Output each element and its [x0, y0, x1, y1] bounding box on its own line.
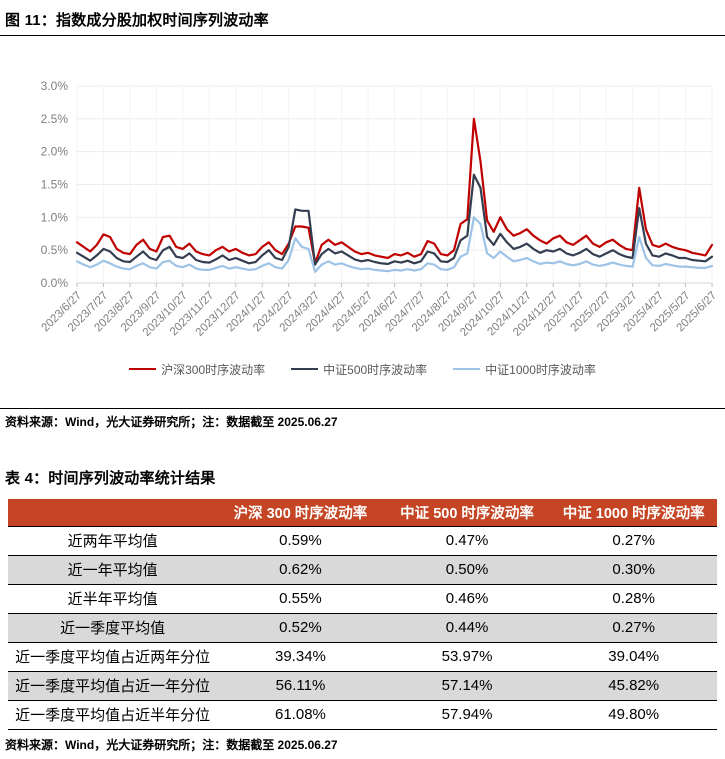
cell-value: 56.11%: [217, 670, 384, 700]
cell-value: 57.14%: [383, 670, 551, 700]
table-row: 近半年平均值 0.55% 0.46% 0.28%: [8, 583, 717, 613]
legend-item: 沪深300时序波动率: [129, 361, 265, 378]
cell-value: 0.27%: [550, 525, 717, 555]
legend-label: 中证1000时序波动率: [485, 362, 596, 377]
y-axis-label: 2.5%: [41, 112, 69, 126]
chart-legend: 沪深300时序波动率 中证500时序波动率 中证1000时序波动率: [0, 358, 725, 380]
row-label: 近半年平均值: [8, 583, 218, 613]
series-line-1: [75, 117, 714, 265]
cell-value: 0.27%: [550, 612, 717, 642]
row-label: 近两年平均值: [8, 525, 218, 555]
table-corner-cell: [8, 499, 218, 526]
cell-value: 0.44%: [383, 612, 551, 642]
cell-value: 0.30%: [550, 554, 717, 584]
row-label: 近一季度平均值占近一年分位: [8, 670, 218, 700]
table-row: 近一季度平均值 0.52% 0.44% 0.27%: [8, 612, 717, 642]
table-row: 近两年平均值 0.59% 0.47% 0.27%: [8, 525, 717, 555]
cell-value: 0.50%: [383, 554, 551, 584]
legend-item: 中证500时序波动率: [291, 361, 427, 378]
y-axis-label: 1.5%: [41, 178, 69, 192]
table-column-header: 中证 500 时序波动率: [383, 499, 551, 526]
figure-bottom-rule: [0, 408, 725, 409]
cell-value: 0.59%: [217, 525, 384, 555]
table-row: 近一季度平均值占近一年分位 56.11% 57.14% 45.82%: [8, 670, 717, 700]
row-label: 近一季度平均值: [8, 612, 218, 642]
series-line-3: [75, 216, 714, 273]
y-axis-label: 3.0%: [41, 79, 69, 93]
row-label: 近一季度平均值占近两年分位: [8, 641, 218, 671]
cell-value: 39.34%: [217, 641, 384, 671]
cell-value: 0.55%: [217, 583, 384, 613]
row-label: 近一季度平均值占近半年分位: [8, 699, 218, 730]
legend-item: 中证1000时序波动率: [453, 361, 596, 378]
cell-value: 0.28%: [550, 583, 717, 613]
cell-value: 45.82%: [550, 670, 717, 700]
cell-value: 0.52%: [217, 612, 384, 642]
y-axis-label: 1.0%: [41, 210, 69, 224]
y-axis-label: 2.0%: [41, 145, 69, 159]
legend-line-swatch: [453, 367, 481, 371]
legend-line-swatch: [129, 367, 157, 371]
cell-value: 0.62%: [217, 554, 384, 584]
cell-value: 0.47%: [383, 525, 551, 555]
figure-title-rule: [0, 35, 725, 36]
y-axis-label: 0.0%: [41, 276, 69, 290]
table-row: 近一季度平均值占近半年分位 61.08% 57.94% 49.80%: [8, 699, 717, 730]
table-column-header: 沪深 300 时序波动率: [217, 499, 384, 526]
cell-value: 49.80%: [550, 699, 717, 730]
figure-title: 图 11：指数成分股加权时间序列波动率: [5, 12, 269, 29]
table-header-row: 沪深 300 时序波动率 中证 500 时序波动率 中证 1000 时序波动率: [8, 499, 717, 526]
cell-value: 61.08%: [217, 699, 384, 730]
table-title: 表 4：时间序列波动率统计结果: [5, 470, 216, 487]
cell-value: 0.46%: [383, 583, 551, 613]
cell-value: 57.94%: [383, 699, 551, 730]
legend-line-swatch: [291, 367, 319, 371]
row-label: 近一年平均值: [8, 554, 218, 584]
cell-value: 39.04%: [550, 641, 717, 671]
table-source-note: 资料来源：Wind，光大证券研究所；注：数据截至 2025.06.27: [5, 737, 338, 752]
figure-source-note: 资料来源：Wind，光大证券研究所；注：数据截至 2025.06.27: [5, 415, 338, 429]
legend-label: 中证500时序波动率: [323, 362, 428, 377]
table-row: 近一季度平均值占近两年分位 39.34% 53.97% 39.04%: [8, 641, 717, 671]
legend-label: 沪深300时序波动率: [161, 362, 266, 377]
volatility-line-chart: 0.0%0.5%1.0%1.5%2.0%2.5%3.0%2023/6/27202…: [39, 79, 719, 339]
y-axis-label: 0.5%: [41, 243, 69, 257]
volatility-stats-table: 沪深 300 时序波动率 中证 500 时序波动率 中证 1000 时序波动率 近两…: [8, 499, 717, 730]
table-row: 近一年平均值 0.62% 0.50% 0.30%: [8, 554, 717, 584]
series-line-2: [75, 173, 714, 266]
table-column-header: 中证 1000 时序波动率: [550, 499, 717, 526]
cell-value: 53.97%: [383, 641, 551, 671]
